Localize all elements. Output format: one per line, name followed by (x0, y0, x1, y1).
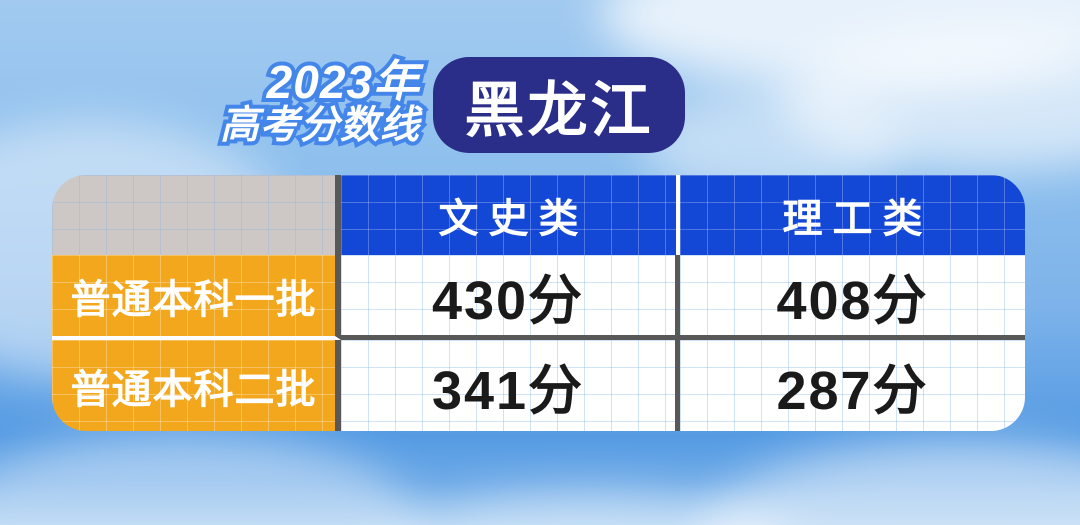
score-batch1-science: 408分 (680, 255, 1025, 340)
cloud-shape (0, 430, 420, 525)
score-batch2-liberal-arts: 341分 (341, 340, 680, 431)
title-year: 2023年 (263, 54, 423, 111)
province-badge: 黑龙江 (433, 57, 685, 153)
row-label-batch-2: 普通本科二批 (52, 340, 341, 431)
page-title: 2023年 高考分数线 (216, 54, 423, 151)
cloud-shape (700, 440, 1080, 525)
title-subtitle: 高考分数线 (216, 101, 423, 150)
column-header-science: 理工类 (680, 175, 1025, 255)
column-header-liberal-arts: 文史类 (341, 175, 680, 255)
score-batch1-liberal-arts: 430分 (341, 255, 680, 340)
score-batch2-science: 287分 (680, 340, 1025, 431)
row-label-batch-1: 普通本科一批 (52, 255, 341, 340)
score-table: 文史类 理工类 普通本科一批 430分 408分 普通本科二批 341分 287… (52, 175, 1025, 431)
table-corner-cell (52, 175, 341, 255)
